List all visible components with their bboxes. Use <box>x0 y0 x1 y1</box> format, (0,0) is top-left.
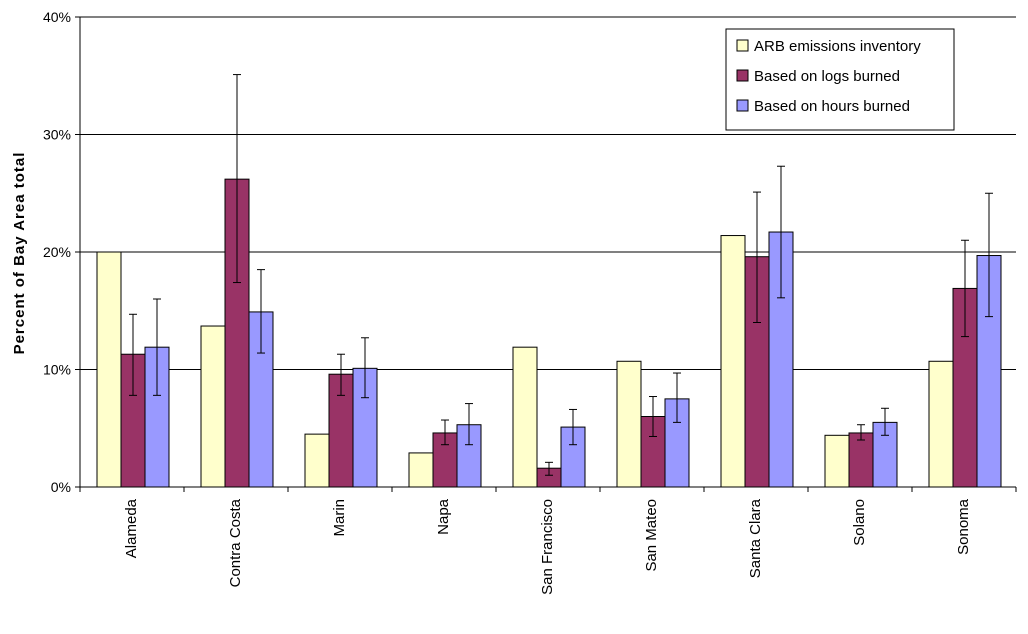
y-tick-label: 0% <box>51 479 71 495</box>
error-bar-san-mateo-series-3 <box>673 372 681 423</box>
legend-swatch <box>736 69 749 82</box>
error-bar-santa-clara-series-2 <box>753 191 761 323</box>
y-tick-label: 40% <box>43 9 71 25</box>
bar-contra-costa-series-1 <box>200 325 226 488</box>
x-category-label: Napa <box>435 498 452 535</box>
bar-marin-series-1 <box>304 433 330 488</box>
legend-label: Based on hours burned <box>754 98 910 115</box>
error-bar-santa-clara-series-3 <box>777 165 785 299</box>
bar-alameda-series-1 <box>96 251 122 488</box>
bar-solano-series-2 <box>848 432 874 488</box>
error-bar-sonoma-series-2 <box>961 239 969 338</box>
y-tick-label: 20% <box>43 244 71 260</box>
x-category-label: San Francisco <box>539 499 556 595</box>
y-tick-label: 10% <box>43 362 71 378</box>
error-bar-contra-costa-series-2 <box>233 74 241 284</box>
error-bar-marin-series-2 <box>337 353 345 396</box>
error-bar-alameda-series-3 <box>153 298 161 396</box>
error-bar-san-francisco-series-3 <box>569 408 577 446</box>
x-category-label: Santa Clara <box>747 498 764 578</box>
error-bar-contra-costa-series-3 <box>257 269 265 354</box>
legend-swatch <box>736 39 749 52</box>
error-bar-solano-series-2 <box>857 424 865 441</box>
legend-label: Based on logs burned <box>754 68 900 85</box>
bar-solano-series-1 <box>824 434 850 488</box>
bar-santa-clara-series-1 <box>720 235 746 488</box>
error-bar-sonoma-series-3 <box>985 192 993 318</box>
bars <box>96 74 1002 488</box>
x-category-label: Contra Costa <box>227 498 244 587</box>
error-bar-napa-series-2 <box>441 419 449 446</box>
legend-box <box>725 28 955 131</box>
error-bar-napa-series-3 <box>465 403 473 446</box>
y-axis-title: Percent of Bay Area total <box>11 152 28 355</box>
bar-sonoma-series-1 <box>928 360 954 488</box>
error-bar-san-mateo-series-2 <box>649 396 657 437</box>
error-bar-alameda-series-2 <box>129 313 137 396</box>
error-bar-marin-series-3 <box>361 337 369 399</box>
x-category-label: San Mateo <box>643 499 660 572</box>
x-category-label: Marin <box>331 499 348 537</box>
y-tick-label: 30% <box>43 127 71 143</box>
x-category-label: Sonoma <box>955 498 972 555</box>
legend-swatch <box>736 99 749 112</box>
labels: 0% 10% 20% 30% 40% Alameda Contra Costa Marin Na… <box>43 9 972 595</box>
bar-napa-series-1 <box>408 452 434 488</box>
legend-label: ARB emissions inventory <box>754 38 921 55</box>
x-category-label: Alameda <box>123 498 140 558</box>
bar-san-mateo-series-1 <box>616 360 642 488</box>
x-category-label: Solano <box>851 499 868 546</box>
error-bar-san-francisco-series-2 <box>545 461 553 476</box>
axes <box>75 16 1017 492</box>
legend: ARB emissions inventory Based on logs bur… <box>725 28 955 131</box>
bar-san-francisco-series-1 <box>512 346 538 488</box>
error-bar-solano-series-3 <box>881 407 889 436</box>
